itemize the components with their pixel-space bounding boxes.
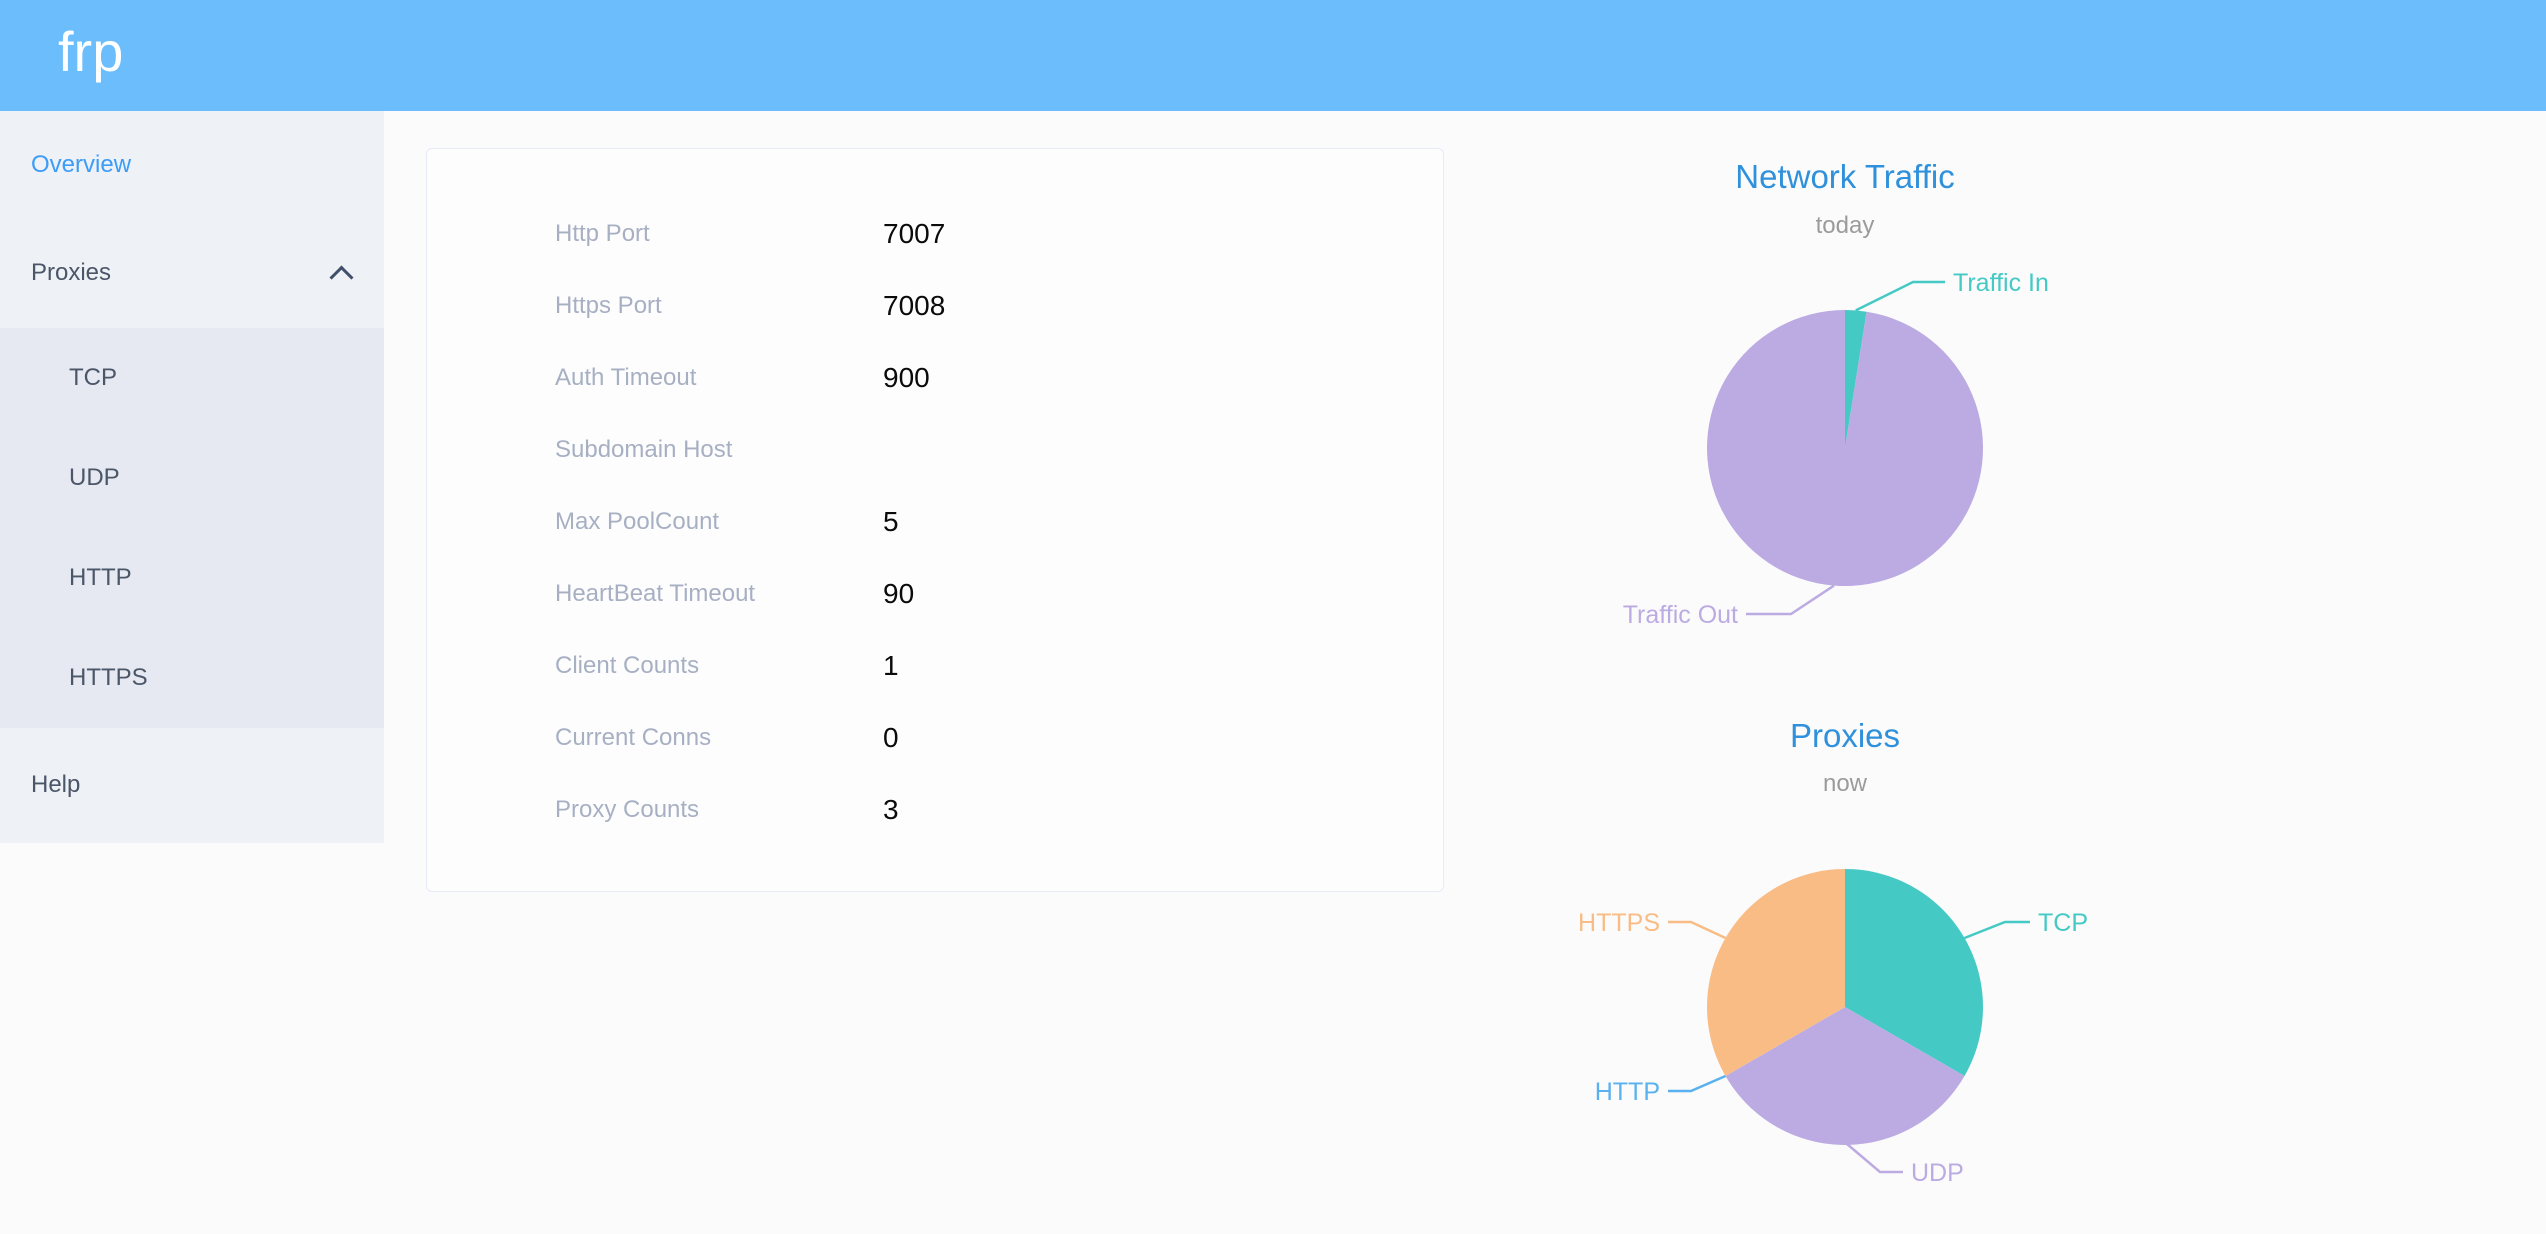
config-label: Proxy Counts	[555, 796, 700, 823]
pie-label-tcp: TCP	[2038, 909, 2088, 937]
config-value: 0	[883, 722, 899, 753]
config-label: Https Port	[555, 292, 662, 319]
pie-slice-traffic-out[interactable]	[1707, 310, 1984, 586]
pie-label-http: HTTP	[1595, 1078, 1660, 1106]
config-row-subdomain-host: Subdomain Host	[427, 414, 1443, 486]
config-label: Client Counts	[555, 652, 700, 679]
network-traffic-subtitle: today	[1815, 212, 1875, 239]
sidebar-subitem-label: UDP	[69, 464, 120, 491]
pie-slice-udp[interactable]	[1725, 1007, 1965, 1145]
config-row-client-counts: Client Counts 1	[427, 630, 1443, 702]
sidebar-subitem-udp[interactable]: UDP	[0, 428, 384, 528]
config-row-heartbeat-timeout: HeartBeat Timeout 90	[427, 558, 1443, 630]
server-config-card: Http Port 7007 Https Port 7008 Auth Time…	[426, 148, 1444, 892]
sidebar-item-proxies[interactable]: Proxies	[0, 218, 384, 328]
pie-label-udp: UDP	[1911, 1159, 1964, 1187]
network-traffic-title: Network Traffic	[1735, 158, 1955, 195]
sidebar-item-label: Help	[31, 770, 81, 798]
sidebar-item-overview[interactable]: Overview	[0, 111, 384, 218]
proxies-chart-title: Proxies	[1789, 717, 1901, 754]
proxies-pie: TCP UDP HTTP HTTPS	[1578, 869, 2088, 1187]
config-value: 1	[883, 650, 899, 681]
config-value: 90	[883, 578, 915, 609]
leader-line-tcp	[1964, 920, 2030, 940]
config-value: 5	[883, 506, 899, 537]
config-value: 900	[883, 362, 930, 393]
leader-line-traffic-out	[1746, 584, 1835, 616]
sidebar-subitem-https[interactable]: HTTPS	[0, 628, 384, 728]
config-label: Http Port	[555, 220, 650, 247]
config-label: Max PoolCount	[555, 508, 720, 535]
sidebar: Overview Proxies TCP UDP HTTP HTTPS Help	[0, 111, 384, 843]
pie-label-https: HTTPS	[1578, 909, 1660, 937]
config-value: 3	[883, 794, 899, 825]
app-header: frp	[0, 0, 2546, 111]
proxies-submenu: TCP UDP HTTP HTTPS	[0, 328, 384, 728]
pie-label-traffic-in: Traffic In	[1953, 269, 2049, 297]
sidebar-subitem-label: HTTP	[69, 564, 132, 591]
leader-line-http	[1668, 1074, 1726, 1093]
sidebar-subitem-label: TCP	[69, 364, 117, 391]
pie-slice-https[interactable]	[1707, 869, 1845, 1076]
network-traffic-pie: Traffic In Traffic Out	[1623, 269, 2049, 629]
pie-slice-tcp[interactable]	[1845, 869, 1983, 1076]
leader-line-https	[1668, 920, 1727, 940]
config-row-current-conns: Current Conns 0	[427, 702, 1443, 774]
config-row-max-poolcount: Max PoolCount 5	[427, 486, 1443, 558]
config-row-https-port: Https Port 7008	[427, 270, 1443, 342]
app-logo: frp	[58, 20, 124, 83]
leader-line-traffic-in	[1855, 280, 1945, 312]
config-label: HeartBeat Timeout	[555, 580, 756, 607]
pie-slice-traffic-in[interactable]	[1845, 310, 1867, 448]
config-label: Auth Timeout	[555, 364, 697, 391]
config-row-proxy-counts: Proxy Counts 3	[427, 774, 1443, 846]
config-row-auth-timeout: Auth Timeout 900	[427, 342, 1443, 414]
leader-line-udp	[1846, 1143, 1903, 1174]
sidebar-subitem-http[interactable]: HTTP	[0, 528, 384, 628]
sidebar-item-label: Proxies	[31, 259, 112, 286]
config-label: Subdomain Host	[555, 436, 733, 463]
config-row-http-port: Http Port 7007	[427, 198, 1443, 270]
sidebar-subitem-tcp[interactable]: TCP	[0, 328, 384, 428]
proxies-chart-subtitle: now	[1822, 770, 1868, 797]
pie-label-traffic-out: Traffic Out	[1623, 601, 1738, 629]
config-label: Current Conns	[555, 724, 712, 751]
config-value: 7007	[883, 218, 946, 249]
sidebar-item-help[interactable]: Help	[0, 728, 384, 841]
sidebar-item-label: Overview	[31, 150, 132, 178]
config-value: 7008	[883, 290, 946, 321]
sidebar-subitem-label: HTTPS	[69, 664, 148, 691]
chevron-up-icon	[329, 265, 354, 290]
